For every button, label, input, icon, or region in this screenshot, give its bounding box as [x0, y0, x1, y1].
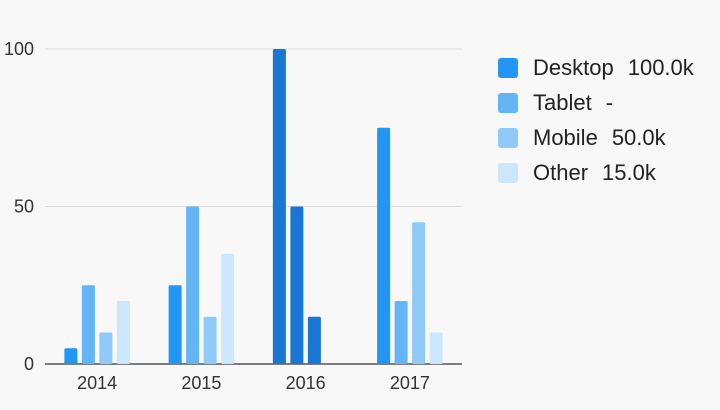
legend-item-tablet[interactable]: Tablet - — [498, 85, 694, 120]
x-tick-label: 2017 — [390, 373, 430, 393]
legend-label: Mobile — [533, 124, 598, 150]
legend-swatch — [498, 57, 518, 78]
x-tick-label: 2016 — [286, 373, 326, 393]
bar-mobile-2017 — [412, 222, 426, 364]
bar-tablet-2016 — [290, 206, 304, 364]
bar-desktop-2016 — [272, 49, 286, 364]
y-tick-label: 0 — [24, 354, 34, 374]
legend-value: - — [605, 89, 614, 115]
bar-desktop-2014 — [64, 348, 78, 364]
bar-desktop-2017 — [377, 127, 391, 364]
legend-label: Tablet — [533, 89, 592, 115]
legend-item-mobile[interactable]: Mobile 50.0k — [498, 120, 694, 155]
x-tick-label: 2015 — [181, 373, 221, 393]
bar-mobile-2014 — [99, 332, 113, 364]
legend-swatch — [498, 162, 518, 183]
bar-mobile-2015 — [203, 316, 217, 364]
y-tick-label: 50 — [14, 197, 34, 217]
legend-swatch — [498, 127, 518, 148]
bar-other-2014 — [116, 301, 130, 364]
chart-legend: Desktop 100.0k Tablet - Mobile 50.0k Other 15.0… — [498, 50, 694, 190]
legend-value: 50.0k — [611, 124, 666, 150]
legend-swatch — [498, 92, 518, 113]
bar-mobile-2016 — [307, 316, 321, 364]
legend-label: Other — [533, 159, 589, 185]
y-tick-label: 100 — [4, 39, 34, 59]
bar-tablet-2017 — [394, 301, 408, 364]
legend-item-other[interactable]: Other 15.0k — [498, 155, 694, 190]
legend-value: 15.0k — [602, 159, 656, 185]
bar-tablet-2015 — [186, 206, 200, 364]
legend-label: Desktop — [533, 54, 614, 80]
bar-other-2015 — [221, 253, 235, 364]
bar-desktop-2015 — [168, 285, 182, 364]
legend-item-desktop[interactable]: Desktop 100.0k — [498, 50, 694, 85]
bar-tablet-2014 — [81, 285, 95, 364]
x-tick-label: 2014 — [77, 373, 117, 393]
legend-value: 100.0k — [627, 54, 694, 80]
bar-other-2017 — [429, 332, 443, 364]
